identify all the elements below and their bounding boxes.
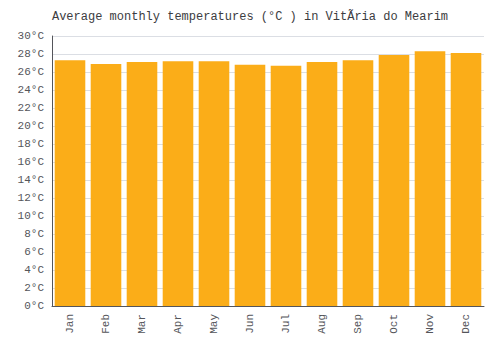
svg-text:Nov: Nov: [424, 314, 436, 334]
svg-text:Feb: Feb: [100, 314, 112, 334]
svg-text:Average monthly temperatures (: Average monthly temperatures (°C ) in Vi…: [52, 9, 448, 24]
svg-text:14°C: 14°C: [18, 174, 45, 186]
svg-text:0°C: 0°C: [24, 300, 44, 312]
svg-text:10°C: 10°C: [18, 210, 45, 222]
svg-text:Jun: Jun: [244, 314, 256, 334]
svg-text:Jul: Jul: [280, 314, 292, 334]
svg-text:Dec: Dec: [460, 314, 472, 334]
svg-text:Apr: Apr: [172, 314, 184, 334]
svg-text:Aug: Aug: [316, 314, 328, 334]
svg-text:16°C: 16°C: [18, 156, 45, 168]
svg-text:Sep: Sep: [352, 314, 364, 334]
svg-text:28°C: 28°C: [18, 48, 45, 60]
svg-text:26°C: 26°C: [18, 66, 45, 78]
svg-text:20°C: 20°C: [18, 120, 45, 132]
svg-text:2°C: 2°C: [24, 282, 44, 294]
svg-text:18°C: 18°C: [18, 138, 45, 150]
svg-text:8°C: 8°C: [24, 228, 44, 240]
svg-text:24°C: 24°C: [18, 84, 45, 96]
svg-text:Mar: Mar: [136, 314, 148, 334]
svg-text:4°C: 4°C: [24, 264, 44, 276]
svg-text:22°C: 22°C: [18, 102, 45, 114]
svg-text:30°C: 30°C: [18, 30, 45, 42]
svg-text:6°C: 6°C: [24, 246, 44, 258]
svg-text:May: May: [208, 314, 220, 334]
svg-text:Jan: Jan: [64, 314, 76, 334]
svg-text:Oct: Oct: [388, 314, 400, 334]
svg-text:12°C: 12°C: [18, 192, 45, 204]
